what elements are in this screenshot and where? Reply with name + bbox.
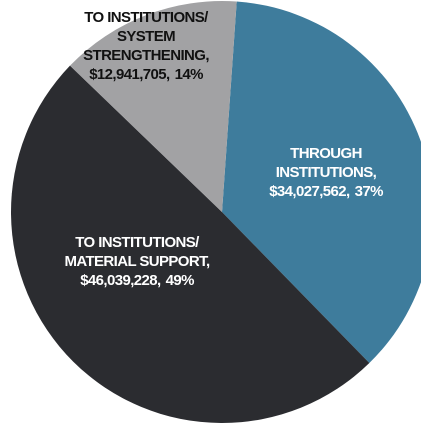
percent-label: 14% bbox=[175, 66, 203, 83]
pie-slice bbox=[11, 65, 370, 423]
category-line: SYSTEM bbox=[117, 28, 175, 45]
slice-label: TO INSTITUTIONS/SYSTEM STRENGTHENING, $12,… bbox=[83, 9, 209, 83]
category-line: MATERIAL SUPPORT, bbox=[64, 253, 210, 270]
category-line: TO INSTITUTIONS/ bbox=[84, 9, 209, 26]
percent-label: 37% bbox=[355, 183, 383, 200]
category-line: STRENGTHENING, bbox=[83, 47, 209, 64]
percent-label: 49% bbox=[166, 272, 194, 289]
value-label: $34,027,562, bbox=[269, 183, 350, 200]
category-line: TO INSTITUTIONS/ bbox=[75, 234, 200, 251]
slice-label: THROUGH INSTITUTIONS, $34,027,562, 37% bbox=[269, 145, 383, 200]
pie-slice bbox=[69, 0, 237, 213]
category-line: INSTITUTIONS, bbox=[276, 164, 377, 181]
pie-slice bbox=[222, 1, 421, 364]
value-label: $46,039,228, bbox=[80, 272, 161, 289]
value-label: $12,941,705, bbox=[89, 66, 170, 83]
slice-label: TO INSTITUTIONS/MATERIAL SUPPORT, $46,039… bbox=[64, 234, 210, 289]
category-line: THROUGH bbox=[290, 145, 362, 162]
